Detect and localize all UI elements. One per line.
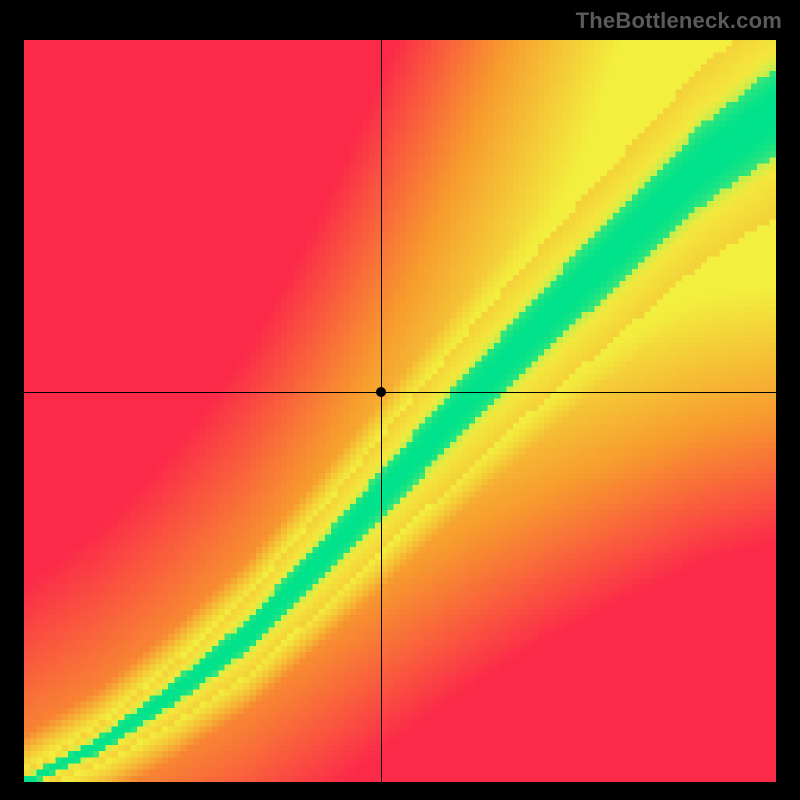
crosshair-vertical [381, 40, 382, 782]
heatmap-plot [24, 40, 776, 782]
chart-container: { "watermark": { "text": "TheBottleneck.… [0, 0, 800, 800]
marker-point [376, 387, 386, 397]
heatmap-canvas [24, 40, 776, 782]
crosshair-horizontal [24, 392, 776, 393]
watermark-text: TheBottleneck.com [576, 8, 782, 34]
